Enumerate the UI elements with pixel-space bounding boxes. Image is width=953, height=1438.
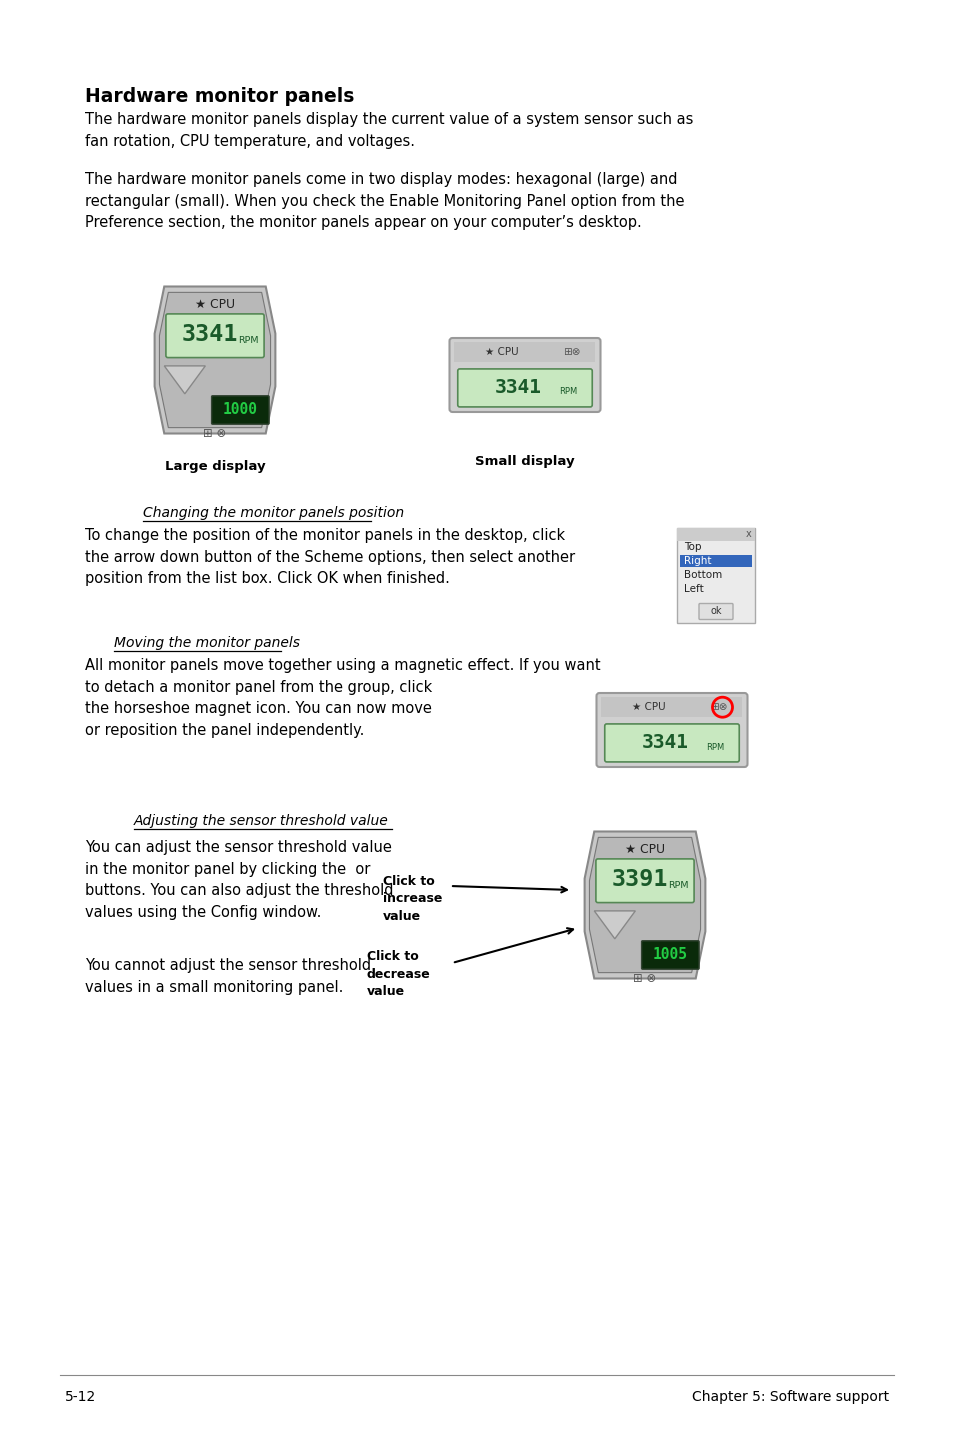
Polygon shape [159,292,271,427]
Text: Adjusting the sensor threshold value: Adjusting the sensor threshold value [133,814,388,828]
Text: RPM: RPM [237,336,258,345]
Text: Click to
increase
value: Click to increase value [382,874,442,923]
Text: You cannot adjust the sensor threshold
values in a small monitoring panel.: You cannot adjust the sensor threshold v… [85,958,371,995]
Text: Moving the monitor panels: Moving the monitor panels [113,636,299,650]
Text: Right: Right [683,555,711,565]
Text: x: x [745,529,751,539]
Text: You can adjust the sensor threshold value
in the monitor panel by clicking the  : You can adjust the sensor threshold valu… [85,840,393,920]
FancyBboxPatch shape [679,555,751,567]
Text: All monitor panels move together using a magnetic effect. If you want
to detach : All monitor panels move together using a… [85,659,600,738]
Text: ★ CPU: ★ CPU [484,347,518,357]
Text: The hardware monitor panels display the current value of a system sensor such as: The hardware monitor panels display the … [85,112,693,148]
Text: RPM: RPM [558,387,577,397]
Text: To change the position of the monitor panels in the desktop, click
the arrow dow: To change the position of the monitor pa… [85,528,575,587]
Text: ⊞⊗: ⊞⊗ [709,702,726,712]
FancyBboxPatch shape [449,338,599,413]
Text: ⊞⊗: ⊞⊗ [562,347,579,357]
Text: Changing the monitor panels position: Changing the monitor panels position [143,506,404,521]
Polygon shape [589,837,700,972]
Text: ★ CPU: ★ CPU [194,298,234,311]
Text: ⊞ ⊗: ⊞ ⊗ [203,427,227,440]
Polygon shape [154,286,275,433]
Text: Top: Top [683,542,700,552]
Polygon shape [584,831,704,978]
FancyBboxPatch shape [604,723,739,762]
FancyBboxPatch shape [166,313,264,358]
FancyBboxPatch shape [596,693,747,766]
FancyBboxPatch shape [641,940,699,969]
Text: 1000: 1000 [223,403,257,417]
Text: RPM: RPM [667,881,687,890]
Text: ★ CPU: ★ CPU [624,843,664,856]
Text: ⊞ ⊗: ⊞ ⊗ [633,972,656,985]
Text: Click to
decrease
value: Click to decrease value [367,951,431,998]
Text: Bottom: Bottom [683,569,721,580]
Text: RPM: RPM [705,742,723,752]
Text: Left: Left [683,584,703,594]
FancyBboxPatch shape [677,528,754,541]
FancyBboxPatch shape [601,697,741,718]
Text: 5-12: 5-12 [65,1391,96,1403]
Text: 3341: 3341 [495,378,541,397]
FancyBboxPatch shape [212,395,269,424]
Text: The hardware monitor panels come in two display modes: hexagonal (large) and
rec: The hardware monitor panels come in two … [85,173,684,230]
Text: Large display: Large display [165,460,265,473]
Text: Hardware monitor panels: Hardware monitor panels [85,88,354,106]
Text: ★ CPU: ★ CPU [631,702,665,712]
Polygon shape [164,365,205,394]
Text: 3341: 3341 [641,733,688,752]
Text: 3391: 3391 [612,869,668,892]
Text: 3341: 3341 [182,324,238,347]
Text: 1005: 1005 [652,948,687,962]
Text: Chapter 5: Software support: Chapter 5: Software support [691,1391,888,1403]
FancyBboxPatch shape [454,342,595,362]
FancyBboxPatch shape [699,604,732,620]
FancyBboxPatch shape [457,370,592,407]
FancyBboxPatch shape [677,528,754,623]
FancyBboxPatch shape [596,858,694,903]
Text: ok: ok [709,607,721,617]
Text: Small display: Small display [475,454,575,467]
Polygon shape [594,910,635,939]
